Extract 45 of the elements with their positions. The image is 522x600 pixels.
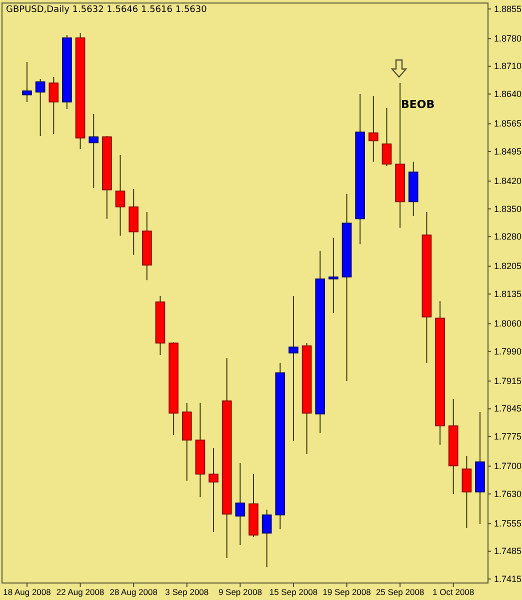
candlestick <box>235 462 246 546</box>
x-tick-label: 28 Aug 2008 <box>110 587 158 597</box>
chart-title: GBPUSD,Daily 1.5632 1.5646 1.5616 1.5630 <box>6 5 208 15</box>
x-tick-label: 19 Sep 2008 <box>322 587 372 597</box>
x-tick-label: 9 Sep 2008 <box>218 587 262 597</box>
y-tick-label: 1.8565 <box>494 118 522 129</box>
y-tick-label: 1.7555 <box>494 518 522 528</box>
y-tick-label: 1.7485 <box>494 546 522 556</box>
x-tick-label: 25 Sep 2008 <box>376 587 424 597</box>
candlestick <box>328 237 338 314</box>
candlestick <box>262 509 272 568</box>
candlestick <box>115 154 126 236</box>
y-tick-label: 1.7700 <box>494 461 522 472</box>
y-tick-label: 1.8060 <box>494 318 522 329</box>
y-tick-label: 1.8710 <box>494 61 522 72</box>
y-tick-label: 1.8640 <box>494 88 522 99</box>
candlestick <box>48 76 59 135</box>
x-tick-label: 15 Sep 2008 <box>269 587 318 597</box>
y-tick-label: 1.8420 <box>494 176 522 186</box>
x-tick-label: 1 Oct 2008 <box>432 587 474 597</box>
y-tick-label: 1.8280 <box>494 231 522 242</box>
y-tick-label: 1.7915 <box>494 376 522 386</box>
y-tick-label: 1.7630 <box>494 488 522 499</box>
x-tick-label: 18 Aug 2008 <box>3 587 52 597</box>
y-tick-label: 1.8205 <box>494 261 522 272</box>
y-tick-label: 1.8780 <box>494 34 522 44</box>
y-tick-label: 1.7775 <box>494 431 522 442</box>
y-tick-label: 1.7845 <box>494 404 522 414</box>
candlestick <box>288 295 298 442</box>
candlestick <box>35 78 46 137</box>
candlestick <box>382 107 392 167</box>
candlestick <box>208 447 218 532</box>
candlestick <box>462 455 472 528</box>
candlestick <box>88 113 99 188</box>
annotation: BEOB <box>401 98 435 111</box>
y-tick-label: 1.8350 <box>494 204 522 214</box>
x-tick-label: 22 Aug 2008 <box>56 587 104 597</box>
y-tick-label: 1.7990 <box>494 346 522 356</box>
y-tick-label: 1.8855 <box>494 4 522 14</box>
candlestick <box>368 96 378 162</box>
y-tick-label: 1.7415 <box>494 574 522 584</box>
y-tick-label: 1.8495 <box>494 146 522 156</box>
candlestick <box>22 61 32 102</box>
y-tick-label: 1.8135 <box>494 288 522 299</box>
x-tick-label: 3 Sep 2008 <box>165 587 209 597</box>
